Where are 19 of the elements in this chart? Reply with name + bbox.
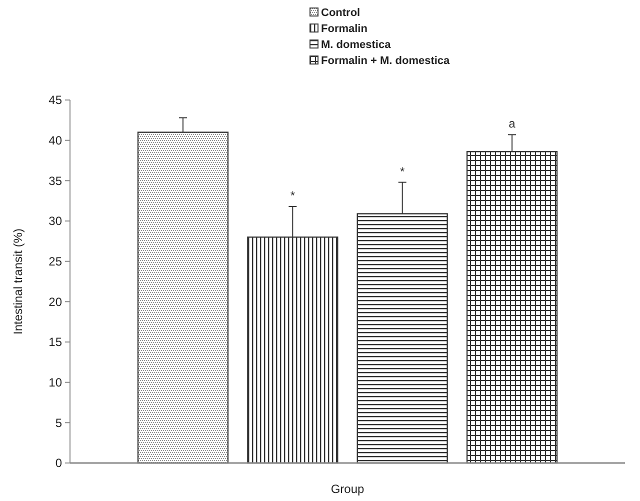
y-tick-label: 5 bbox=[55, 416, 62, 430]
data-label: a bbox=[508, 116, 516, 131]
y-tick-label: 35 bbox=[48, 174, 62, 188]
y-tick-label: 25 bbox=[48, 254, 62, 269]
legend-label: Control bbox=[321, 7, 360, 19]
y-tick-label: 30 bbox=[48, 214, 62, 228]
data-label: * bbox=[290, 188, 296, 202]
y-tick-label: 0 bbox=[55, 456, 62, 470]
y-tick-label: 15 bbox=[48, 335, 62, 350]
y-axis-title: Intestinal transit (%) bbox=[11, 228, 25, 335]
y-tick-label: 40 bbox=[48, 134, 62, 148]
legend-label: M. domestica bbox=[321, 39, 392, 51]
x-axis-title: Group bbox=[330, 482, 364, 496]
legend-label: Formalin + M. domestica bbox=[321, 55, 451, 67]
data-label: * bbox=[400, 164, 406, 178]
y-tick-label: 20 bbox=[48, 294, 62, 309]
y-tick-label: 10 bbox=[48, 376, 62, 390]
y-tick-label: 45 bbox=[48, 93, 62, 108]
legend-label: Formalin bbox=[321, 23, 368, 35]
